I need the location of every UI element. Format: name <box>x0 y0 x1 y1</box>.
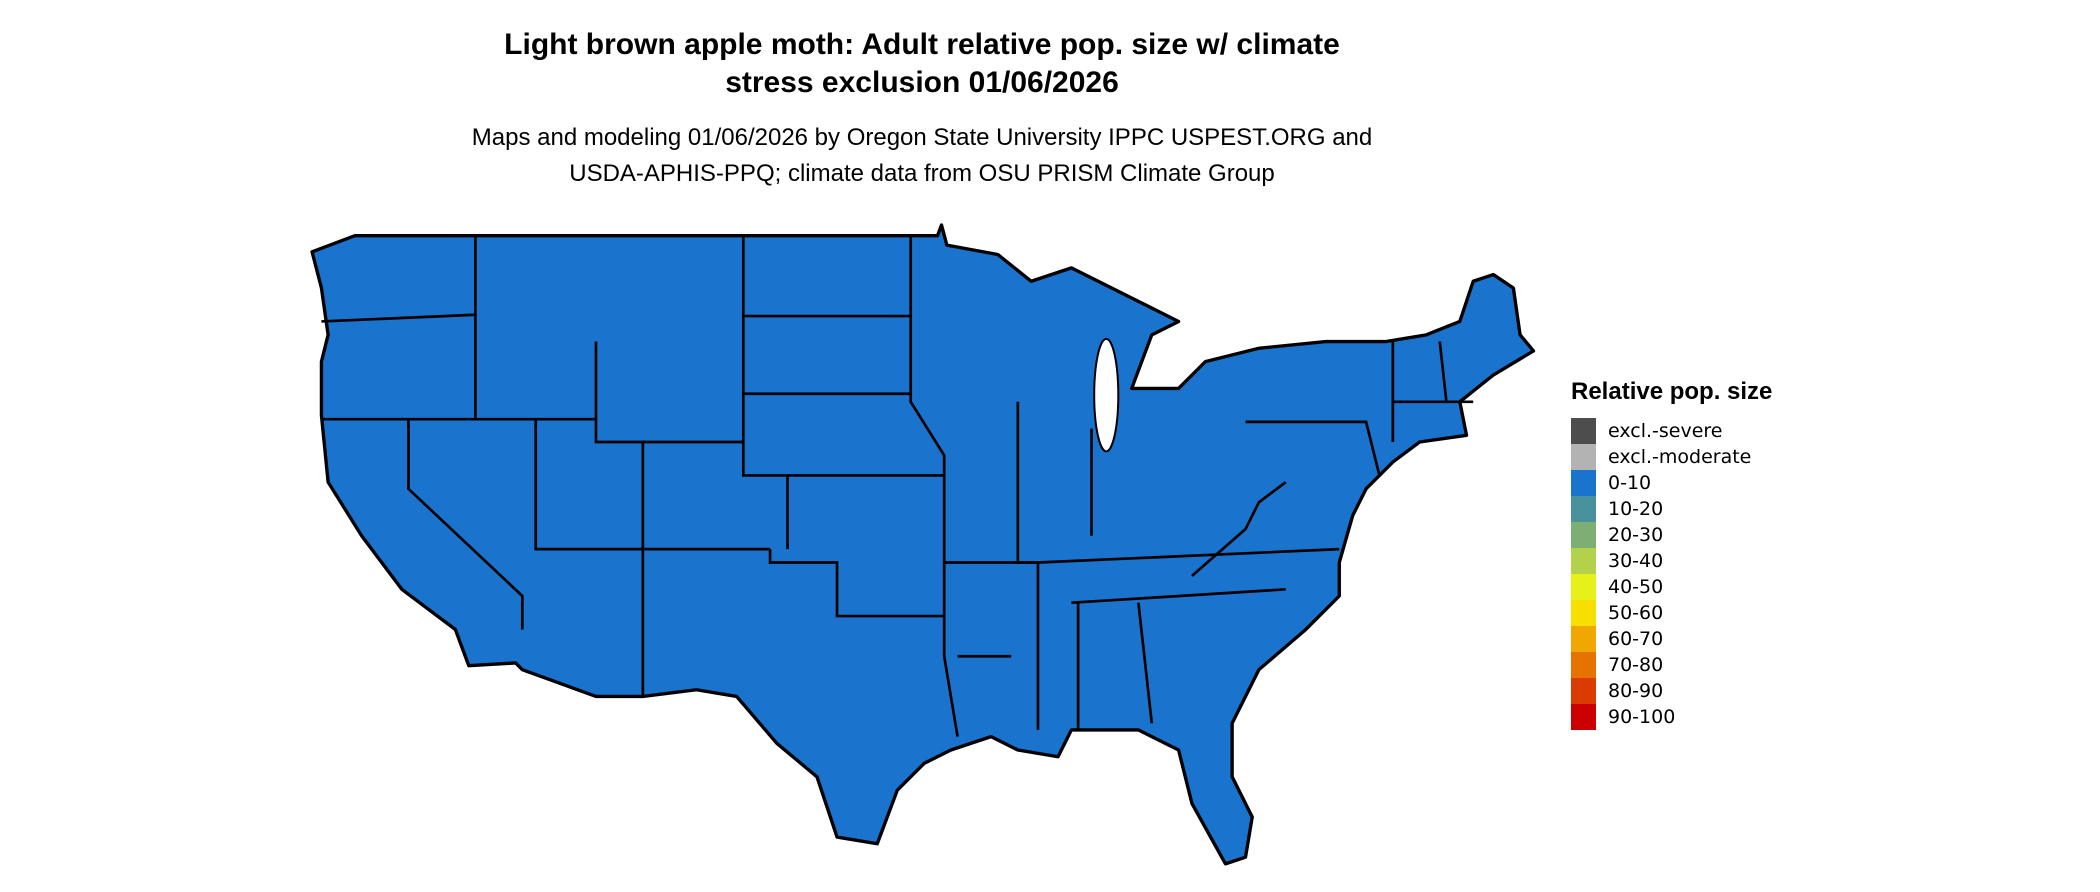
legend-item: 60-70 <box>1571 626 1772 652</box>
state-borders <box>321 235 1474 737</box>
lake-michigan <box>1093 337 1120 453</box>
legend-item: excl.-moderate <box>1571 444 1772 470</box>
legend-label: excl.-severe <box>1608 420 1723 442</box>
legend-item: 90-100 <box>1571 704 1772 730</box>
legend-item: 70-80 <box>1571 652 1772 678</box>
legend-swatch <box>1571 626 1596 652</box>
map-subtitle-line1: Maps and modeling 01/06/2026 by Oregon S… <box>471 124 1373 151</box>
legend-swatch <box>1571 652 1596 678</box>
legend-item: 50-60 <box>1571 600 1772 626</box>
map-subtitle-line2: USDA-APHIS-PPQ; climate data from OSU PR… <box>569 160 1275 187</box>
map-title-line2: stress exclusion 01/06/2026 <box>725 66 1119 99</box>
legend-label: excl.-moderate <box>1608 446 1752 468</box>
legend-swatch <box>1571 548 1596 574</box>
legend-label: 90-100 <box>1608 706 1676 728</box>
legend-item: 20-30 <box>1571 522 1772 548</box>
legend-label: 80-90 <box>1608 680 1664 702</box>
legend-title: Relative pop. size <box>1571 378 1773 405</box>
contiguous-us-region <box>310 223 1536 866</box>
legend-swatch <box>1571 496 1596 522</box>
legend: Relative pop. size excl.-severe excl.-mod… <box>1571 378 1772 730</box>
legend-item: 40-50 <box>1571 574 1772 600</box>
legend-label: 20-30 <box>1608 524 1664 546</box>
legend-item: 30-40 <box>1571 548 1772 574</box>
legend-label: 30-40 <box>1608 550 1664 572</box>
legend-swatch <box>1571 678 1596 704</box>
legend-swatch <box>1571 704 1596 730</box>
legend-label: 0-10 <box>1608 472 1652 494</box>
legend-swatch <box>1571 418 1596 444</box>
legend-swatch <box>1571 600 1596 626</box>
map-title-line1: Light brown apple moth: Adult relative p… <box>504 28 1340 61</box>
legend-item: 0-10 <box>1571 470 1772 496</box>
legend-swatch <box>1571 444 1596 470</box>
legend-item: 10-20 <box>1571 496 1772 522</box>
legend-item: excl.-severe <box>1571 418 1772 444</box>
legend-swatch <box>1571 522 1596 548</box>
legend-label: 70-80 <box>1608 654 1664 676</box>
legend-swatch <box>1571 574 1596 600</box>
legend-label: 60-70 <box>1608 628 1664 650</box>
legend-swatch <box>1571 470 1596 496</box>
legend-label: 40-50 <box>1608 576 1664 598</box>
legend-item: 80-90 <box>1571 678 1772 704</box>
legend-label: 10-20 <box>1608 498 1664 520</box>
legend-label: 50-60 <box>1608 602 1664 624</box>
